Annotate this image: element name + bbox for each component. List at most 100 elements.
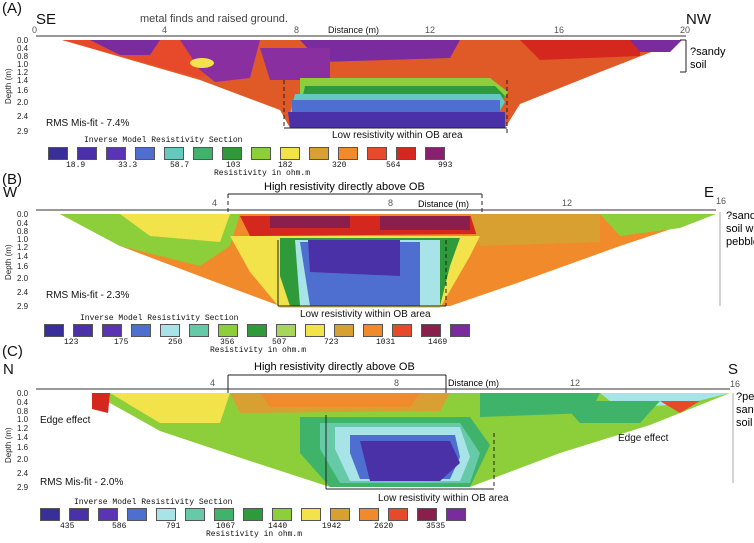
legend-swatch [388,508,408,521]
side-note-line: ?sandy [726,210,754,222]
depth-tick: 2.4 [17,112,29,121]
panel-label: (C) [2,343,23,360]
depth-tick: 0.8 [17,52,29,61]
legend-swatch [156,508,176,521]
legend-swatch [305,324,325,337]
x-tick: 4 [212,198,218,208]
depth-tick: 0.4 [17,44,29,53]
legend-swatch [193,147,213,160]
legend-swatch [48,147,68,160]
legend-value: 18.9 [66,161,86,170]
legend-value: 435 [60,522,75,531]
depth-tick: 0.4 [17,398,29,407]
legend-swatch [421,324,441,337]
depth-tick: 1.2 [17,243,29,252]
left-direction: N [3,361,14,378]
right-direction: E [704,184,715,201]
top-label: High resistivity directly above OB [254,361,415,373]
depth-tick: 0.4 [17,219,29,228]
legend-swatch [338,147,358,160]
depth-tick: 2.9 [17,302,29,311]
depth-tick: 2.0 [17,274,29,283]
legend-value: 564 [386,161,401,170]
legend-value: 791 [166,522,181,531]
legend-swatch [131,324,151,337]
distance-label: Distance (m) [418,199,470,209]
resistivity-section-c [36,374,734,490]
right-direction: S [728,361,739,378]
legend-swatch [334,324,354,337]
legend-swatch [127,508,147,521]
rms-misfit: RMS Mis-fit - 7.4% [46,118,130,129]
legend-swatch [69,508,89,521]
resistivity-section-a [36,35,687,135]
legend-swatch [247,324,267,337]
legend-swatch [450,324,470,337]
legend-swatch [309,147,329,160]
side-note: ?sandy soil [690,46,725,72]
depth-tick: 1.0 [17,60,29,69]
legend-value: 123 [64,338,79,347]
x-tick: 0 [32,25,38,35]
x-tick: 12 [562,198,573,208]
legend-swatch [164,147,184,160]
distance-label: Distance (m) [448,378,500,388]
depth-tick: 1.6 [17,262,29,271]
side-note-line: sandy [736,404,754,416]
distance-label: Distance (m) [328,25,380,35]
legend-swatch [301,508,321,521]
legend-swatch [189,324,209,337]
depth-tick: 2.9 [17,483,29,492]
legend-value: 1469 [428,338,448,347]
legend-value: 3535 [426,522,446,531]
x-tick: 20 [680,25,691,35]
legend-value: 586 [112,522,127,531]
legend-value: 58.7 [170,161,190,170]
x-tick: 4 [210,378,216,388]
x-tick: 8 [394,378,400,388]
legend-value: 1942 [322,522,342,531]
legend-swatch [185,508,205,521]
legend-swatch [392,324,412,337]
depth-tick: 0.8 [17,407,29,416]
depth-tick: 2.0 [17,455,29,464]
rms-misfit: RMS Mis-fit - 2.0% [40,477,124,488]
legend-swatch [417,508,437,521]
legend-swatch [40,508,60,521]
x-tick: 12 [425,25,436,35]
depth-tick: 0.8 [17,227,29,236]
rms-misfit: RMS Mis-fit - 2.3% [46,290,130,301]
depth-axis-label: Depth (m) [4,244,13,280]
legend-swatch [77,147,97,160]
legend-value: 507 [272,338,287,347]
legend-swatch [218,324,238,337]
x-tick: 16 [716,196,727,206]
legend-value: 1440 [268,522,288,531]
side-note-line: ?sandy [690,46,726,58]
x-tick: 8 [388,198,394,208]
legend-swatch [272,508,292,521]
bracket-label: Low resistivity within OB area [300,309,431,320]
x-tick: 4 [162,25,168,35]
legend-swatch [276,324,296,337]
panel-label: (A) [2,0,22,17]
legend-value: 182 [278,161,293,170]
legend-swatch [251,147,271,160]
legend-value: 356 [220,338,235,347]
depth-tick: 1.2 [17,68,29,77]
side-note: ?pebbly sandy soil [736,391,754,430]
x-tick: 16 [730,379,741,389]
legend-value: 250 [168,338,183,347]
legend-swatch [222,147,242,160]
legend-unit: Resistivity in ohm.m [214,169,311,178]
legend-value: 993 [438,161,453,170]
legend-swatch [160,324,180,337]
legend-title: Inverse Model Resistivity Section [84,136,243,145]
legend-swatch [73,324,93,337]
x-tick: 16 [554,25,565,35]
legend-swatch [446,508,466,521]
depth-tick: 2.4 [17,288,29,297]
legend-swatch [359,508,379,521]
depth-tick: 0.0 [17,389,29,398]
depth-tick: 1.0 [17,235,29,244]
